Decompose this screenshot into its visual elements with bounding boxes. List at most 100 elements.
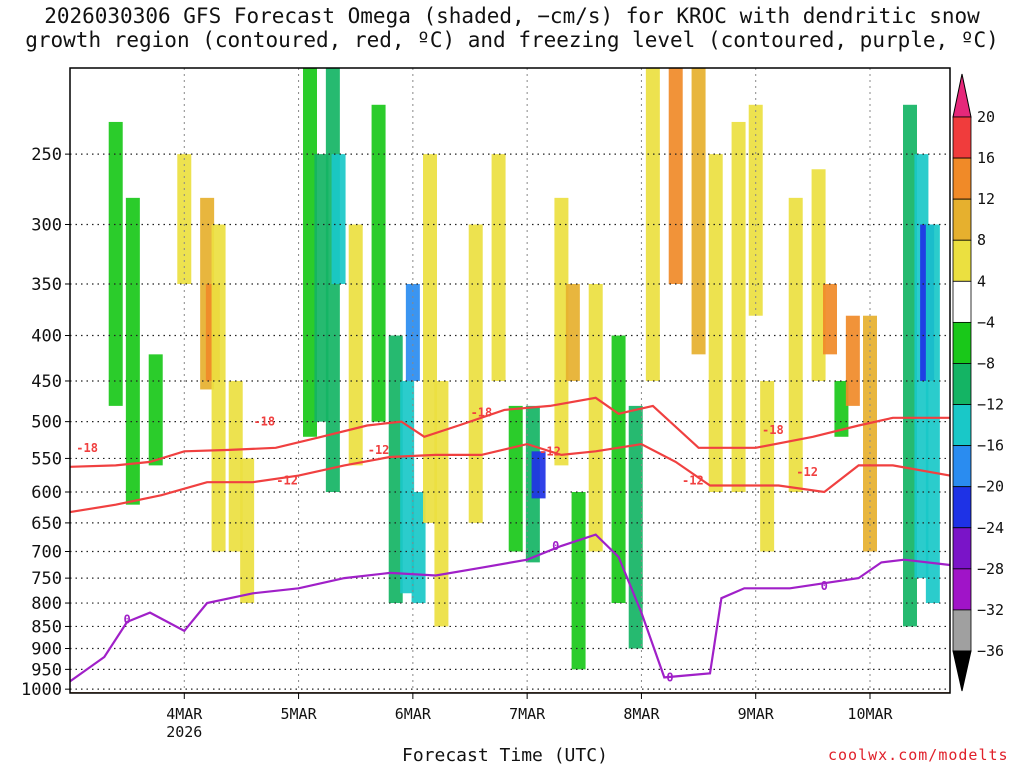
colorbar-label: −8: [977, 354, 995, 372]
colorbar-label: −24: [977, 519, 1004, 537]
credit-text: coolwx.com/modelts: [828, 746, 1009, 764]
colorbar-label: −12: [977, 396, 1004, 414]
contour-line: [69, 442, 951, 514]
y-tick-label: 750: [31, 569, 62, 589]
omega-cell: [240, 458, 255, 604]
x-tick-label: 6MAR: [395, 705, 432, 723]
omega-cell: [611, 335, 626, 604]
omega-cell: [845, 315, 860, 406]
y-tick-label: 1000: [21, 680, 62, 700]
omega-cell: [588, 283, 603, 552]
colorbar-label: −20: [977, 478, 1004, 496]
omega-cell: [314, 154, 329, 422]
omega-cell: [571, 492, 586, 670]
omega-cell: [331, 154, 346, 284]
omega-cell: [823, 283, 837, 355]
omega-cell: [423, 154, 437, 523]
x-tick-label: 10MAR: [847, 705, 893, 723]
omega-cell: [148, 354, 163, 466]
contour-label: 0: [552, 539, 559, 553]
omega-cell: [468, 224, 483, 523]
y-tick-label: 700: [31, 543, 62, 563]
colorbar-top-arrow: [952, 73, 972, 118]
contour-label: -12: [276, 473, 298, 487]
omega-cell: [491, 154, 506, 381]
y-tick-label: 650: [31, 514, 62, 534]
contour-label: 0: [124, 613, 131, 627]
omega-cell: [668, 68, 683, 284]
x-tick-label: 5MAR: [281, 705, 318, 723]
colorbar-label: 8: [977, 231, 986, 249]
y-tick-label: 550: [31, 449, 62, 469]
y-tick-label: 300: [31, 215, 62, 235]
contour-label: -12: [682, 473, 704, 487]
omega-cell: [691, 68, 706, 355]
omega-cell: [748, 104, 763, 316]
colorbar-label: −36: [977, 642, 1004, 660]
omega-cell: [508, 405, 523, 552]
contour-label: -12: [368, 443, 390, 457]
y-tick-label: 350: [31, 275, 62, 295]
omega-cell: [834, 380, 849, 437]
omega-cell: [925, 224, 940, 604]
omega-cell: [554, 197, 569, 466]
x-tick-label: 4MAR: [166, 705, 203, 723]
omega-cell: [811, 169, 826, 381]
y-tick-label: 800: [31, 594, 62, 614]
omega-cell: [434, 380, 449, 627]
colorbar-band: [952, 527, 972, 570]
gridlines-layer: [70, 68, 950, 693]
colorbar-bottom-arrow: [952, 650, 972, 692]
x-tick-label: 9MAR: [738, 705, 775, 723]
contour-label: -18: [76, 441, 98, 455]
omega-cell: [531, 451, 546, 499]
colorbar-label: −4: [977, 313, 995, 331]
colorbar-label: −32: [977, 601, 1004, 619]
omega-cell: [388, 335, 403, 604]
chart-title-line-1: 2026030306 GFS Forecast Omega (shaded, −…: [44, 4, 980, 28]
colorbar-label: −16: [977, 437, 1004, 455]
contour-label: -18: [253, 415, 275, 429]
contour-label: -12: [539, 444, 561, 458]
omega-cell: [788, 197, 803, 493]
colorbar-band: [952, 445, 972, 488]
omega-cell: [108, 121, 123, 406]
colorbar: 20 16 12 8 4 −4 −8 −12 −16 −20 −24 −28 −32 −36: [952, 73, 1004, 692]
colorbar-band: [952, 280, 972, 323]
chart-title: 2026030306 GFS Forecast Omega (shaded, −…: [0, 4, 1024, 52]
y-tick-label: 900: [31, 639, 62, 659]
contour-label: -18: [471, 405, 493, 419]
x-tick-label: 8MAR: [623, 705, 660, 723]
omega-cell: [228, 380, 243, 552]
contour-line: [69, 533, 951, 683]
colorbar-label: 16: [977, 149, 995, 167]
x-axis-label: Forecast Time (UTC): [402, 745, 608, 766]
y-tick-label: 400: [31, 327, 62, 347]
omega-cell: [903, 104, 917, 627]
colorbar-band: [952, 239, 972, 282]
omega-cell: [348, 224, 363, 466]
omega-cell: [731, 121, 746, 493]
omega-cell: [303, 68, 317, 437]
contour-label: 0: [666, 670, 673, 684]
colorbar-label: 20: [977, 108, 995, 126]
y-tick-label: 500: [31, 413, 62, 433]
omega-cell: [400, 380, 415, 594]
contour-label: 0: [821, 579, 828, 593]
y-tick-label: 250: [31, 145, 62, 165]
colorbar-band: [952, 404, 972, 447]
omega-shading-layer: [108, 68, 940, 670]
colorbar-band: [952, 609, 972, 652]
omega-cell: [708, 154, 723, 493]
contour-label: -12: [796, 465, 818, 479]
omega-cell: [371, 104, 386, 422]
omega-cell: [645, 68, 660, 381]
omega-cell: [760, 380, 775, 552]
y-tick-label: 850: [31, 617, 62, 637]
omega-cell: [125, 197, 140, 505]
omega-cell: [565, 283, 580, 381]
x-tick-sublabel: 2026: [166, 723, 202, 741]
colorbar-label: −28: [977, 560, 1004, 578]
colorbar-band: [952, 486, 972, 529]
